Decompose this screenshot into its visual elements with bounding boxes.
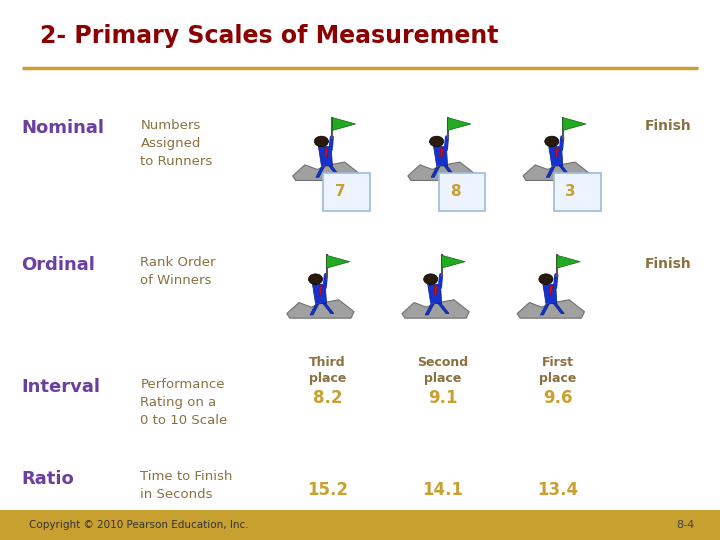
Polygon shape: [323, 303, 334, 314]
Circle shape: [545, 136, 559, 147]
Polygon shape: [319, 286, 323, 295]
Text: Time to Finish
in Seconds: Time to Finish in Seconds: [140, 470, 233, 501]
Polygon shape: [563, 118, 586, 131]
Text: 15.2: 15.2: [307, 481, 348, 498]
Polygon shape: [556, 148, 559, 158]
Text: 13.4: 13.4: [537, 481, 579, 498]
Text: Second
place: Second place: [417, 356, 469, 386]
Polygon shape: [426, 305, 433, 315]
Polygon shape: [333, 118, 356, 131]
Polygon shape: [402, 300, 469, 318]
Polygon shape: [316, 167, 325, 177]
Circle shape: [308, 274, 323, 285]
Circle shape: [430, 136, 444, 147]
Text: 8.2: 8.2: [313, 389, 342, 407]
Polygon shape: [444, 166, 455, 176]
Text: 7: 7: [335, 184, 345, 199]
Polygon shape: [408, 162, 475, 180]
Polygon shape: [312, 284, 327, 303]
Polygon shape: [325, 148, 328, 158]
Polygon shape: [543, 284, 557, 303]
Circle shape: [539, 274, 553, 285]
Text: 9.6: 9.6: [544, 389, 572, 407]
Polygon shape: [517, 300, 585, 318]
Text: 9.1: 9.1: [428, 389, 457, 407]
Text: 3: 3: [565, 184, 575, 199]
Text: Nominal: Nominal: [22, 119, 104, 137]
Polygon shape: [310, 305, 318, 315]
Circle shape: [423, 274, 438, 285]
Text: Finish: Finish: [644, 119, 691, 133]
Text: Finish: Finish: [644, 256, 691, 271]
Text: Copyright © 2010 Pearson Education, Inc.: Copyright © 2010 Pearson Education, Inc.: [29, 521, 248, 530]
FancyBboxPatch shape: [438, 173, 485, 211]
Polygon shape: [523, 162, 590, 180]
Text: Third
place: Third place: [309, 356, 346, 386]
Text: Numbers
Assigned
to Runners: Numbers Assigned to Runners: [140, 119, 212, 168]
Polygon shape: [549, 146, 563, 166]
Text: 2- Primary Scales of Measurement: 2- Primary Scales of Measurement: [40, 24, 498, 48]
Polygon shape: [442, 255, 465, 268]
Polygon shape: [448, 118, 471, 131]
FancyBboxPatch shape: [323, 173, 370, 211]
Text: 8: 8: [450, 184, 460, 199]
Polygon shape: [440, 148, 444, 158]
Polygon shape: [434, 286, 438, 295]
Circle shape: [315, 136, 328, 147]
Text: 14.1: 14.1: [423, 481, 463, 498]
Polygon shape: [318, 146, 333, 166]
Text: Ratio: Ratio: [22, 470, 74, 488]
Text: First
place: First place: [539, 356, 577, 386]
Polygon shape: [433, 146, 448, 166]
FancyBboxPatch shape: [0, 510, 720, 540]
Polygon shape: [431, 167, 440, 177]
Text: Rank Order
of Winners: Rank Order of Winners: [140, 256, 216, 287]
Text: Ordinal: Ordinal: [22, 256, 96, 274]
Polygon shape: [549, 286, 553, 295]
Text: Performance
Rating on a
0 to 10 Scale: Performance Rating on a 0 to 10 Scale: [140, 378, 228, 427]
Polygon shape: [292, 162, 360, 180]
Polygon shape: [329, 166, 340, 176]
Polygon shape: [428, 284, 441, 303]
Polygon shape: [541, 305, 549, 315]
Polygon shape: [327, 255, 350, 268]
FancyBboxPatch shape: [554, 173, 600, 211]
Polygon shape: [559, 166, 570, 176]
Polygon shape: [557, 255, 580, 268]
Polygon shape: [546, 167, 555, 177]
Polygon shape: [553, 303, 564, 314]
Text: Interval: Interval: [22, 378, 101, 396]
Polygon shape: [438, 303, 449, 314]
Polygon shape: [287, 300, 354, 318]
Text: 8-4: 8-4: [677, 521, 695, 530]
